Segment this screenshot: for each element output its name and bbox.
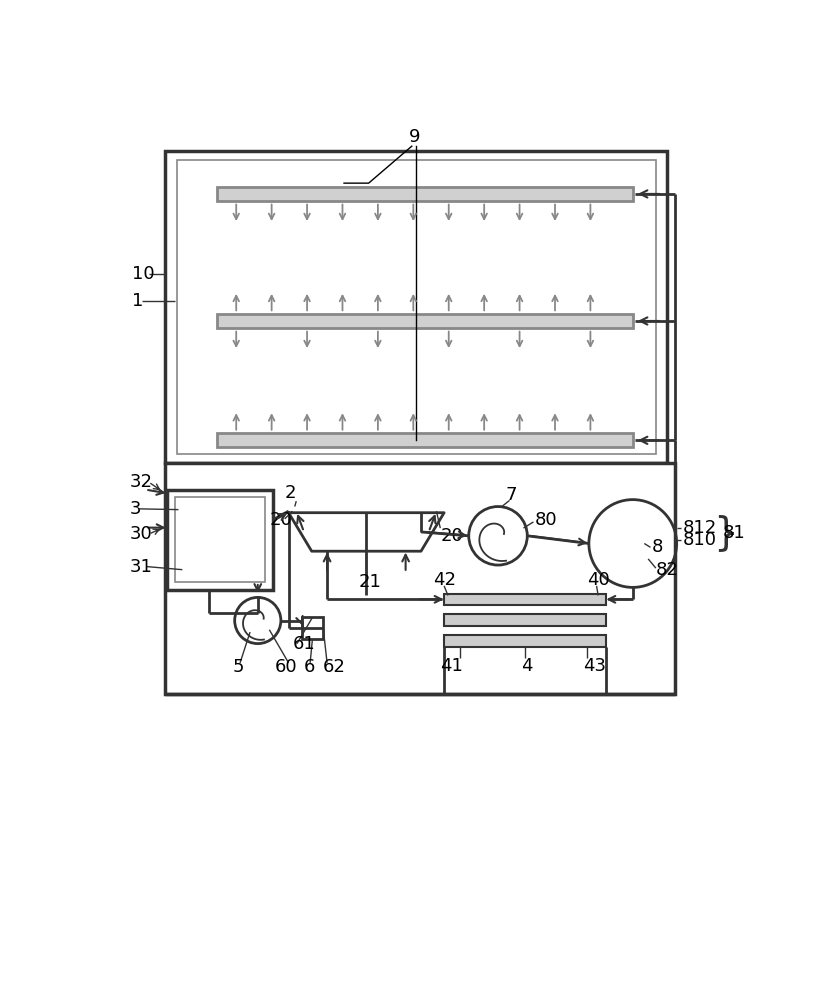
Text: 40: 40 xyxy=(586,571,610,589)
Text: 82: 82 xyxy=(656,561,679,579)
Text: 8: 8 xyxy=(652,538,663,556)
Text: 5: 5 xyxy=(232,658,244,676)
Text: 80: 80 xyxy=(535,511,558,529)
Text: 42: 42 xyxy=(433,571,456,589)
Text: 9: 9 xyxy=(409,128,420,146)
Text: 62: 62 xyxy=(322,658,345,676)
Text: 10: 10 xyxy=(132,265,155,283)
Text: 2: 2 xyxy=(285,484,297,502)
Bar xyxy=(174,497,265,582)
Bar xyxy=(444,594,605,605)
Text: 6: 6 xyxy=(304,658,316,676)
Text: 81: 81 xyxy=(723,524,746,542)
Text: 20: 20 xyxy=(440,527,463,545)
Bar xyxy=(217,433,633,447)
Bar xyxy=(444,614,605,626)
Text: 3: 3 xyxy=(130,500,141,518)
Text: 21: 21 xyxy=(358,573,382,591)
Bar xyxy=(165,463,675,694)
Text: 61: 61 xyxy=(292,635,316,653)
Bar xyxy=(301,617,323,639)
Bar xyxy=(444,635,605,647)
Text: 20: 20 xyxy=(269,511,292,529)
Text: 43: 43 xyxy=(582,657,605,675)
Bar xyxy=(167,490,273,590)
Text: }: } xyxy=(714,514,738,552)
Bar xyxy=(177,160,656,454)
Text: 31: 31 xyxy=(130,558,153,576)
Text: 812: 812 xyxy=(683,519,717,537)
Text: 4: 4 xyxy=(521,657,533,675)
Text: 810: 810 xyxy=(683,531,717,549)
Bar xyxy=(217,187,633,201)
Text: 41: 41 xyxy=(440,657,463,675)
Text: 7: 7 xyxy=(506,486,517,504)
Text: 32: 32 xyxy=(130,473,153,491)
Bar xyxy=(217,314,633,328)
Text: 1: 1 xyxy=(132,292,144,310)
Bar xyxy=(165,151,667,463)
Text: 60: 60 xyxy=(275,658,297,676)
Text: 30: 30 xyxy=(130,525,153,543)
